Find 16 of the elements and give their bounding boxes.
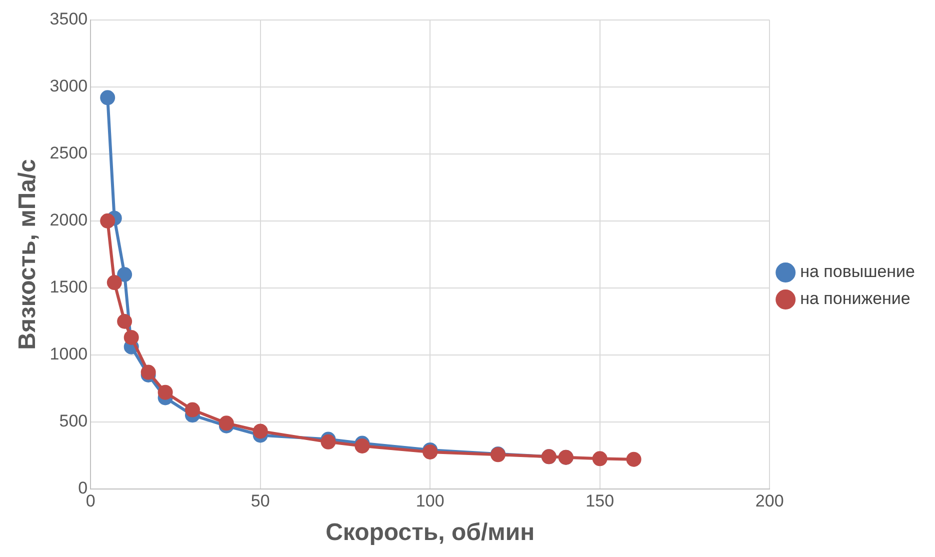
x-axis-title: Скорость, об/мин [326,519,535,546]
y-tick-label: 2500 [50,144,88,163]
y-tick-label: 1000 [50,344,88,364]
y-tick-label: 3000 [50,76,88,96]
y-tick-label: 0 [78,478,88,498]
x-tick-label: 200 [755,492,784,511]
x-tick-label: 50 [250,492,270,511]
y-tick-label: 500 [59,412,88,431]
y-tick-label: 3500 [50,10,88,29]
y-tick-label: 1500 [50,278,88,297]
y-axis-title: Вязкость, мПа/с [14,158,42,350]
legend-label: на понижение [800,289,910,308]
legend-label: на повышение [800,262,916,282]
x-tick-label: 150 [586,492,614,511]
x-tick-label: 100 [416,492,444,511]
y-tick-label: 2000 [50,210,88,230]
